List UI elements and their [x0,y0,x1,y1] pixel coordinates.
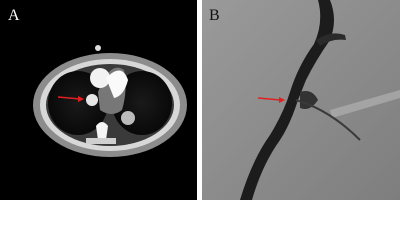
figure: A B [0,0,400,200]
arrow-shaft [257,97,281,101]
panel-label: B [209,7,220,24]
vertebra [96,122,108,140]
branch [316,33,346,46]
clavicle [330,90,400,118]
panel-b: B [202,0,400,200]
page: A B (() => { const data = JSON.parse(doc… [0,0,400,200]
panel-label: A [8,7,20,24]
artery [240,0,334,200]
arrow-head [279,97,285,103]
lesion [300,91,318,109]
arrow-head [78,96,84,102]
panel-a: A [0,0,197,200]
sternum [95,45,101,51]
vessel [86,94,98,106]
vessel [90,68,110,88]
lung-right [48,71,108,135]
aortic-arch [106,70,128,98]
arrow-shaft [57,96,81,100]
branch [295,99,361,141]
aorta-descending [121,111,135,125]
spinous-process [86,138,116,144]
